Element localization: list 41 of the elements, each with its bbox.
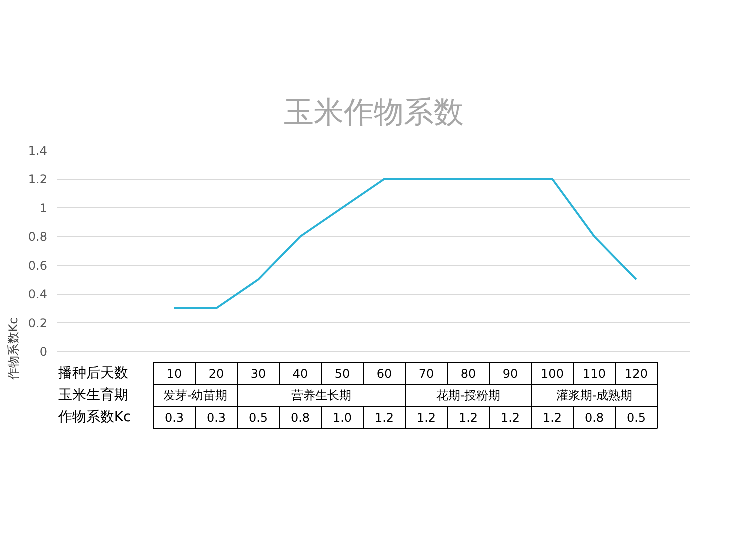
- y-tick-label: 1.2: [28, 172, 48, 187]
- text: 玉米生育期: [58, 386, 128, 404]
- data-label: 1.2: [500, 411, 520, 425]
- x-tick-label: 30: [250, 367, 266, 381]
- data-label: 0.5: [626, 411, 646, 425]
- y-tick-label: 0.2: [28, 316, 48, 330]
- x-tick-label: 80: [460, 367, 476, 381]
- data-label: 1.2: [416, 411, 436, 425]
- data-label: 0.3: [164, 411, 184, 425]
- data-label: 0.5: [248, 411, 268, 425]
- x-tick-label: 40: [292, 367, 308, 381]
- data-label: 1.2: [374, 411, 394, 425]
- x-tick-label: 110: [583, 367, 606, 381]
- y-tick-label: 0.4: [28, 288, 48, 302]
- text: 灌浆期-成熟期: [556, 388, 633, 402]
- data-label: 0.8: [290, 411, 310, 425]
- chart-title: 玉米作物系数: [284, 96, 464, 130]
- data-label: 0.3: [206, 411, 226, 425]
- text: 发芽-幼苗期: [163, 388, 228, 402]
- data-label: 1.2: [542, 411, 562, 425]
- x-tick-label: 90: [502, 367, 518, 381]
- data-label: 0.8: [584, 411, 604, 425]
- text: 作物系数Kc: [57, 410, 132, 426]
- y-tick-label: 0: [40, 345, 48, 359]
- x-tick-label: 20: [208, 367, 224, 381]
- y-tick-label: 0.6: [28, 258, 48, 273]
- y-tick-label: 1: [40, 201, 48, 216]
- x-tick-label: 50: [334, 367, 350, 381]
- x-tick-label: 120: [625, 367, 648, 381]
- x-tick-label: 70: [418, 367, 434, 381]
- x-tick-label: 60: [376, 367, 392, 381]
- x-tick-label: 10: [166, 367, 182, 381]
- y-axis-title: 作物系数Kc: [6, 318, 20, 382]
- x-tick-label: 100: [541, 367, 564, 381]
- y-tick-label: 1.4: [28, 144, 48, 158]
- text: 花期-授粉期: [436, 388, 501, 402]
- data-label: 1.2: [458, 411, 478, 425]
- text: 播种后天数: [58, 366, 128, 382]
- text: 营养生长期: [292, 388, 352, 402]
- data-label: 1.0: [332, 411, 352, 425]
- y-tick-label: 0.8: [28, 230, 48, 244]
